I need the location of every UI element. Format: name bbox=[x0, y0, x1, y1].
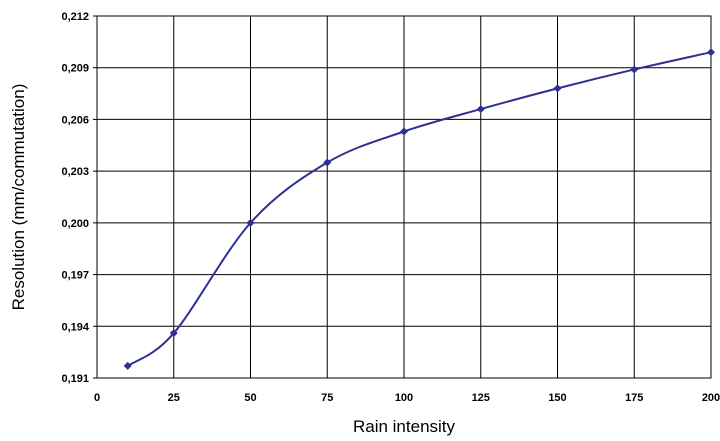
data-point-marker bbox=[323, 158, 332, 167]
y-tick-label: 0,197 bbox=[61, 270, 89, 282]
data-point-marker bbox=[553, 84, 562, 93]
y-tick-label: 0,203 bbox=[61, 166, 89, 178]
x-tick-label: 50 bbox=[244, 392, 256, 404]
y-axis-label: Resolution (mm/commutation) bbox=[9, 84, 28, 311]
grid bbox=[93, 15, 712, 379]
x-tick-label: 150 bbox=[548, 392, 566, 404]
x-tick-label: 25 bbox=[168, 392, 180, 404]
y-tick-label: 0,206 bbox=[61, 114, 89, 126]
series-group bbox=[123, 48, 715, 370]
data-point-marker bbox=[707, 48, 715, 57]
data-point-marker bbox=[246, 218, 255, 227]
y-tick-label: 0,194 bbox=[61, 321, 89, 333]
y-tick-label: 0,200 bbox=[61, 218, 89, 230]
x-axis-label: Rain intensity bbox=[353, 417, 456, 436]
x-tick-label: 175 bbox=[625, 392, 643, 404]
x-axis-ticks: 0 25 50 75 100 125 150 175 200 bbox=[94, 392, 720, 404]
data-point-marker bbox=[400, 127, 408, 136]
x-tick-label: 75 bbox=[321, 392, 333, 404]
x-tick-label: 100 bbox=[395, 392, 413, 404]
x-tick-label: 200 bbox=[702, 392, 720, 404]
data-point-marker bbox=[476, 105, 485, 114]
data-point-marker bbox=[630, 65, 639, 74]
y-axis-ticks: 0,191 0,194 0,197 0,200 0,203 0,206 0,209 0,212 bbox=[61, 11, 89, 385]
y-tick-label: 0,209 bbox=[61, 63, 89, 75]
y-tick-label: 0,212 bbox=[61, 11, 89, 23]
x-tick-label: 0 bbox=[94, 392, 100, 404]
plot-area bbox=[96, 15, 712, 379]
series-line bbox=[127, 51, 712, 367]
data-point-marker bbox=[169, 329, 178, 338]
y-tick-label: 0,191 bbox=[61, 373, 89, 385]
x-tick-label: 125 bbox=[472, 392, 490, 404]
data-point-marker bbox=[123, 361, 132, 370]
